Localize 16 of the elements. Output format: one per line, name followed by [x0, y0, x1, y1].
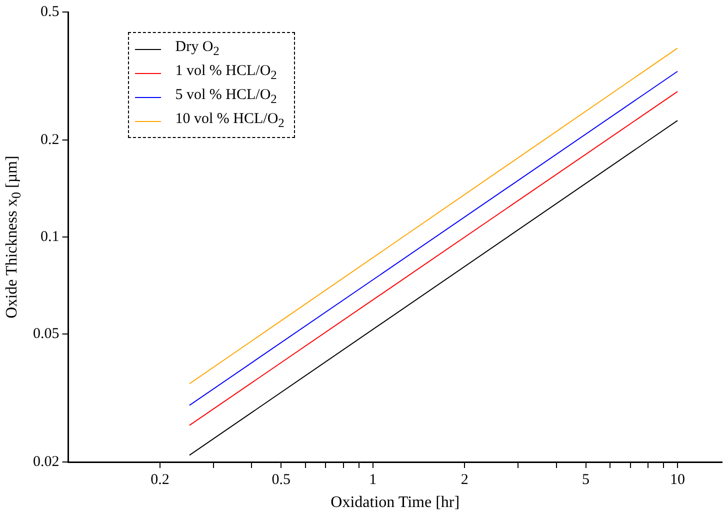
legend-label: Dry O$_{2}$: [175, 39, 220, 59]
x-tick-label: 2: [460, 472, 468, 488]
x-tick-label: 0.2: [150, 472, 170, 488]
y-tick-label: 0.2: [40, 132, 60, 148]
legend-label: 10 vol % HCL/O$_{2}$: [175, 111, 284, 131]
y-tick-label: 0.1: [40, 228, 60, 245]
x-tick-label: 10: [670, 472, 685, 488]
x-axis-title: Oxidation Time [hr]: [330, 494, 461, 512]
y-tick-label: 0.5: [40, 4, 60, 20]
x-tick-label: 5: [582, 472, 590, 488]
x-tick-label: 0.5: [272, 472, 291, 488]
y-tick-label: 0.02: [33, 454, 60, 470]
y-tick-label: 0.05: [33, 326, 60, 342]
legend-label: 5 vol % HCL/O$_{2}$: [175, 87, 277, 107]
legend-label: 1 vol % HCL/O$_{2}$: [175, 63, 277, 83]
x-tick-label: 1: [369, 472, 377, 488]
